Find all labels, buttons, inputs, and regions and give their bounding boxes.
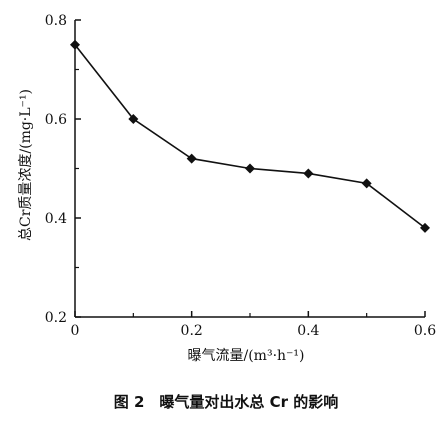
- y-tick-label: 0.4: [45, 211, 67, 227]
- x-tick-label: 0.4: [297, 323, 319, 339]
- data-point: [245, 163, 255, 174]
- data-point: [420, 222, 430, 233]
- y-axis-label: 总Cr质量浓度/(mg·L⁻¹): [18, 89, 34, 241]
- x-axis-label: 曝气流量/(m³·h⁻¹): [188, 348, 305, 364]
- x-tick-label: 0.2: [181, 323, 203, 339]
- series: [70, 39, 430, 233]
- series-line: [74, 44, 426, 229]
- data-point: [128, 114, 139, 124]
- x-tick-label: 0: [71, 323, 80, 339]
- data-point: [361, 178, 372, 189]
- data-point: [186, 153, 197, 164]
- data-point: [303, 168, 314, 179]
- y-ticks: 0.2 0.4 0.6 0.8: [45, 13, 81, 326]
- y-tick-label: 0.8: [45, 13, 67, 29]
- x-ticks: 0 0.2 0.4 0.6: [71, 311, 436, 339]
- x-tick-label: 0.6: [414, 323, 436, 339]
- data-point: [70, 39, 80, 50]
- y-tick-label: 0.2: [45, 310, 67, 326]
- y-tick-label: 0.6: [45, 112, 67, 128]
- figure-caption: 图 2 曝气量对出水总 Cr 的影响: [114, 393, 339, 411]
